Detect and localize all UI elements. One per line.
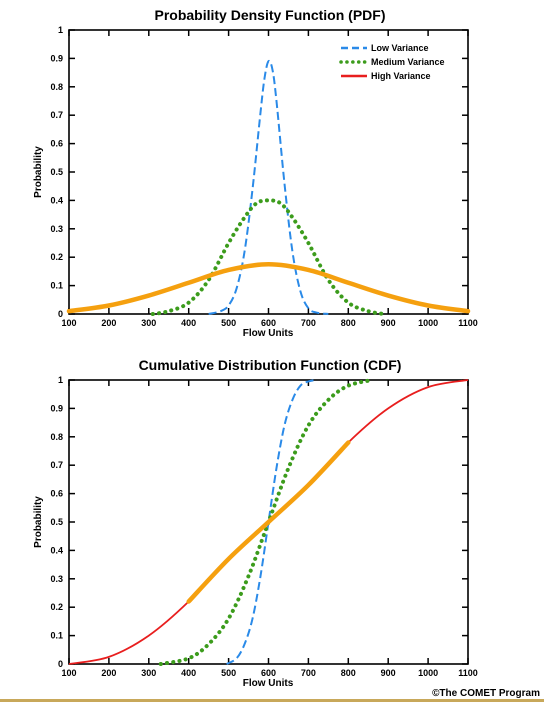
legend-entry-high: High Variance: [341, 71, 431, 81]
pdf-series-medium-variance-line: [150, 198, 387, 316]
cdf-xtick-label: 1000: [418, 668, 438, 678]
cdf-series: [68, 378, 469, 666]
legend-label-high: High Variance: [371, 71, 431, 81]
pdf-xtick-label: 1100: [458, 318, 478, 328]
pdf-ytick-label: 0.5: [50, 167, 63, 177]
pdf-ticks: 100 200 300 400 500 600 700 800 900 1000 1100 0 0.1 0…: [50, 25, 477, 328]
credit-text: ©The COMET Program: [432, 688, 540, 699]
legend-label-low: Low Variance: [371, 43, 429, 53]
pdf-xtick-label: 700: [301, 318, 316, 328]
pdf-ytick-label: 0.1: [50, 281, 63, 291]
cdf-xtick-label: 800: [341, 668, 356, 678]
legend-entry-medium: Medium Variance: [339, 57, 445, 67]
pdf-xtick-label: 500: [221, 318, 236, 328]
cdf-xtick-label: 100: [61, 668, 76, 678]
cdf-xtick-label: 200: [101, 668, 116, 678]
pdf-xtick-label: 100: [61, 318, 76, 328]
pdf-ytick-label: 0.6: [50, 139, 63, 149]
cdf-ytick-label: 0.9: [50, 403, 63, 413]
pdf-xtick-label: 400: [181, 318, 196, 328]
cdf-ytick-label: 0.5: [50, 517, 63, 527]
cdf-xtick-label: 600: [261, 668, 276, 678]
pdf-xlabel: Flow Units: [243, 328, 294, 339]
cdf-ylabel: Probability: [33, 496, 44, 548]
cdf-xtick-label: 500: [221, 668, 236, 678]
pdf-xtick-label: 1000: [418, 318, 438, 328]
pdf-ytick-label: 0.7: [50, 110, 63, 120]
cdf-ytick-label: 0.8: [50, 432, 63, 442]
cdf-ytick-label: 0.3: [50, 574, 63, 584]
cdf-series-low-variance-line: [226, 379, 317, 665]
bottom-rule: [0, 699, 544, 702]
pdf-series-low-variance-line: [208, 59, 329, 315]
pdf-xtick-label: 200: [101, 318, 116, 328]
cdf-title: Cumulative Distribution Function (CDF): [139, 357, 402, 373]
cdf-ytick-label: 0.2: [50, 602, 63, 612]
pdf-ytick-label: 0.2: [50, 252, 63, 262]
pdf-ytick-label: 0.4: [50, 195, 63, 205]
pdf-title: Probability Density Function (PDF): [154, 7, 385, 23]
cdf-xtick-label: 1100: [458, 668, 478, 678]
legend-label-medium: Medium Variance: [371, 57, 445, 67]
cdf-xtick-label: 300: [141, 668, 156, 678]
cdf-chart: Cumulative Distribution Function (CDF) 1…: [33, 357, 478, 689]
pdf-ylabel: Probability: [33, 146, 44, 198]
pdf-ytick-label: 0: [58, 309, 63, 319]
cdf-ytick-label: 0.6: [50, 489, 63, 499]
cdf-xtick-label: 900: [381, 668, 396, 678]
cdf-ytick-label: 0.1: [50, 631, 63, 641]
pdf-xtick-label: 800: [341, 318, 356, 328]
pdf-ytick-label: 0.3: [50, 224, 63, 234]
cdf-ytick-label: 0: [58, 659, 63, 669]
cdf-xtick-label: 400: [181, 668, 196, 678]
pdf-legend: Low Variance Medium Variance High Varian…: [339, 43, 445, 81]
pdf-series: [66, 59, 471, 316]
cdf-ytick-label: 0.7: [50, 460, 63, 470]
pdf-ytick-label: 1: [58, 25, 63, 35]
cdf-series-high-variance-highlight: [186, 440, 351, 604]
pdf-xtick-label: 900: [381, 318, 396, 328]
cdf-ticks: 100 200 300 400 500 600 700 800 900 1000 1100 0 0.1 0…: [50, 375, 477, 678]
cdf-xtick-label: 700: [301, 668, 316, 678]
legend-entry-low: Low Variance: [341, 43, 429, 53]
pdf-xtick-label: 600: [261, 318, 276, 328]
cdf-ytick-label: 0.4: [50, 545, 63, 555]
pdf-ytick-label: 0.9: [50, 53, 63, 63]
pdf-chart: Probability Density Function (PDF) 100 20…: [33, 7, 478, 339]
pdf-xtick-label: 300: [141, 318, 156, 328]
cdf-xlabel: Flow Units: [243, 678, 294, 689]
pdf-series-high-variance-line: [66, 262, 471, 314]
cdf-ytick-label: 1: [58, 375, 63, 385]
pdf-ytick-label: 0.8: [50, 82, 63, 92]
